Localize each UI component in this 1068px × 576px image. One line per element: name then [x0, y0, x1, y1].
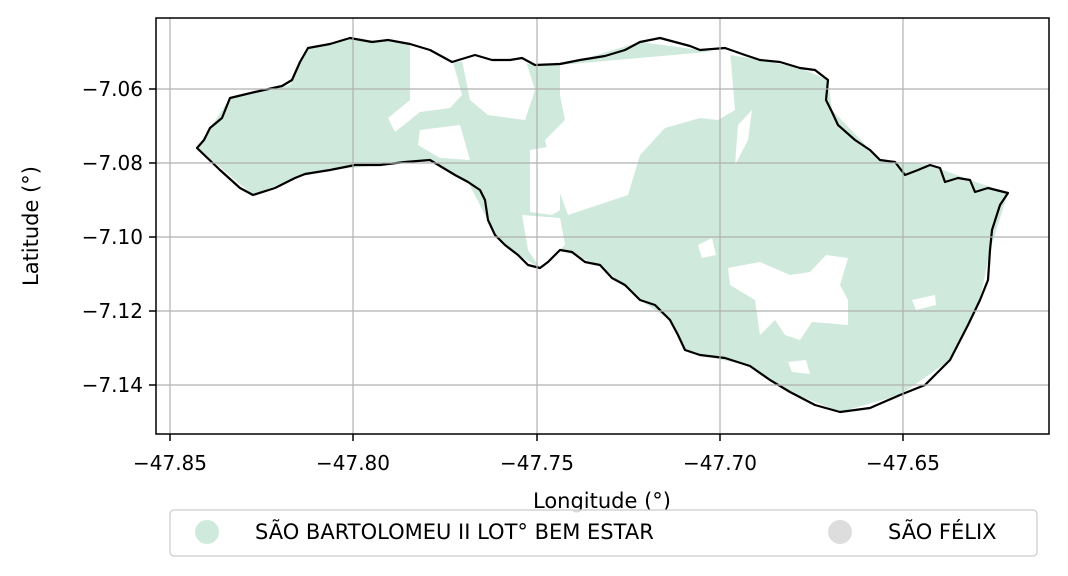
y-tick-label: −7.06	[82, 77, 143, 101]
axes-frame	[155, 17, 1050, 435]
legend-marker-sao-bartolomeu	[195, 520, 219, 544]
x-tick-label: −47.70	[683, 451, 757, 475]
tick-marks	[149, 88, 904, 441]
legend: SÃO BARTOLOMEU II LOT° BEM ESTAR SÃO FÉL…	[169, 509, 1038, 557]
legend-marker-sao-felix	[828, 520, 852, 544]
y-tick-label: −7.08	[82, 151, 143, 175]
y-tick-label: −7.14	[82, 373, 143, 397]
legend-label-sao-felix: SÃO FÉLIX	[888, 518, 997, 544]
district-boundary	[195, 36, 1010, 414]
y-tick-label: −7.10	[82, 225, 143, 249]
y-tick-label: −7.12	[82, 299, 143, 323]
legend-label-sao-bartolomeu: SÃO BARTOLOMEU II LOT° BEM ESTAR	[255, 518, 654, 544]
x-tick-label: −47.75	[500, 451, 574, 475]
x-tick-label: −47.65	[866, 451, 940, 475]
x-tick-label: −47.80	[316, 451, 390, 475]
x-tick-label: −47.85	[133, 451, 207, 475]
legend-box	[169, 509, 1038, 557]
grid-lines	[156, 18, 1049, 434]
y-axis-label: Latitude (°)	[19, 166, 43, 286]
x-axis-label: Longitude (°)	[533, 489, 671, 513]
